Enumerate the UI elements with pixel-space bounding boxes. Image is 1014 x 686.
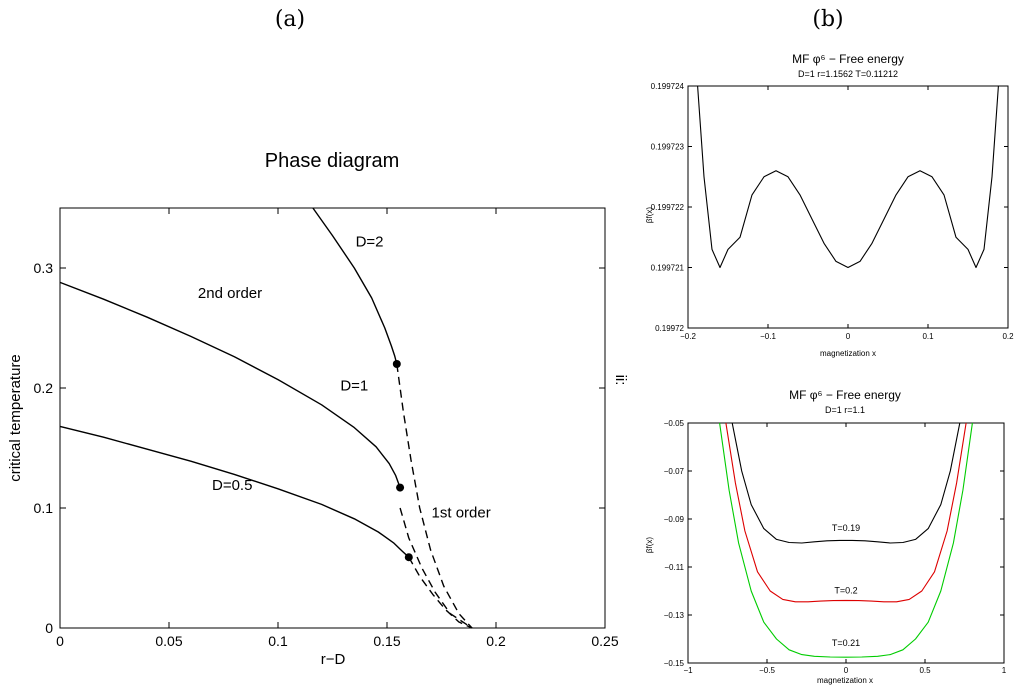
- chart-b-top-xlabel: magnetization x: [820, 349, 876, 358]
- y-tick-label: −0.09: [664, 515, 685, 524]
- series-line-4: [399, 507, 473, 629]
- y-tick-label: 0.3: [34, 260, 54, 276]
- chart-a-ylabel: critical temperature: [7, 354, 24, 482]
- y-tick-label: −0.13: [664, 611, 685, 620]
- x-tick-label: 0: [56, 633, 64, 649]
- chart-b-top-title: MF φ⁶ − Free energy: [792, 52, 904, 66]
- annotation-label: 1st order: [432, 505, 491, 522]
- chart-b-top-subtitle: D=1 r=1.1562 T=0.11212: [798, 69, 898, 79]
- free-energy-bottom-chart: MF φ⁶ − Free energy D=1 r=1.1 magnetizat…: [645, 388, 1007, 685]
- x-tick-label: −0.5: [759, 666, 775, 675]
- x-tick-label: −1: [683, 666, 693, 675]
- y-tick-label: 0.199721: [651, 264, 685, 273]
- phase-diagram-chart: Phase diagram r−D critical temperature 0…: [7, 150, 619, 668]
- x-tick-label: 0.2: [1002, 332, 1014, 341]
- free-energy-top-chart: MF φ⁶ − Free energy D=1 r=1.1562 T=0.112…: [645, 52, 1014, 358]
- y-tick-label: 0.1: [34, 500, 54, 516]
- chart-b-bottom-subtitle: D=1 r=1.1: [825, 405, 865, 415]
- plot-frame: [59, 207, 606, 629]
- y-tick-label: −0.05: [664, 419, 685, 428]
- y-tick-label: −0.15: [664, 659, 685, 668]
- annotation-label: D=1: [340, 377, 368, 394]
- annotation-label: D=2: [356, 233, 384, 250]
- y-tick-label: 0.199722: [651, 203, 685, 212]
- chart-a-title: Phase diagram: [265, 150, 400, 172]
- chart-b-bottom-title: MF φ⁶ − Free energy: [789, 388, 901, 402]
- plot-frame: [687, 85, 1009, 329]
- series-line-1: [59, 281, 401, 488]
- series-line-5: [408, 556, 473, 629]
- series-line-2: [59, 425, 410, 558]
- x-tick-label: 0.5: [919, 666, 931, 675]
- series-line-2: [719, 422, 973, 658]
- chart-b-bottom-xlabel: magnetization x: [817, 676, 873, 685]
- x-tick-label: −0.1: [760, 332, 776, 341]
- plot-frame: [687, 422, 1005, 664]
- annotation-label: T=0.2: [834, 585, 857, 595]
- x-tick-label: 0.1: [268, 633, 288, 649]
- x-tick-label: −0.2: [680, 332, 696, 341]
- chart-b-top-ylabel: βf(x): [645, 207, 654, 223]
- y-tick-label: −0.11: [664, 563, 684, 572]
- chart-b-bottom-ylabel: βf(x): [645, 537, 654, 553]
- panel-label-b: (b): [812, 7, 843, 32]
- transition-point: [404, 553, 413, 562]
- side-mark: ii:: [612, 375, 629, 386]
- y-tick-label: 0.199724: [651, 82, 685, 91]
- transition-point: [396, 483, 405, 492]
- x-tick-label: 0.25: [591, 633, 618, 649]
- y-tick-label: 0.199723: [651, 143, 685, 152]
- transition-point: [392, 360, 401, 368]
- y-tick-label: −0.07: [664, 467, 685, 476]
- y-tick-label: 0: [45, 620, 53, 636]
- y-tick-label: 0.2: [34, 380, 54, 396]
- chart-a-xlabel: r−D: [321, 651, 346, 668]
- x-tick-label: 1: [1002, 666, 1007, 675]
- x-tick-label: 0.2: [486, 633, 506, 649]
- series-line-1: [725, 422, 967, 603]
- series-line-3: [396, 363, 473, 629]
- series-line-0: [731, 422, 961, 544]
- x-tick-label: 0.1: [922, 332, 934, 341]
- annotation-label: D=0.5: [212, 477, 252, 494]
- y-tick-label: 0.19972: [655, 324, 684, 333]
- x-tick-label: 0: [846, 332, 851, 341]
- annotation-label: 2nd order: [198, 285, 262, 302]
- panel-label-a: (a): [275, 7, 305, 32]
- annotation-label: T=0.21: [832, 638, 860, 648]
- series-line-0: [312, 207, 398, 365]
- x-tick-label: 0.05: [155, 633, 182, 649]
- x-tick-label: 0: [844, 666, 849, 675]
- series-line-0: [697, 85, 999, 269]
- annotation-label: T=0.19: [832, 523, 860, 533]
- x-tick-label: 0.15: [373, 633, 400, 649]
